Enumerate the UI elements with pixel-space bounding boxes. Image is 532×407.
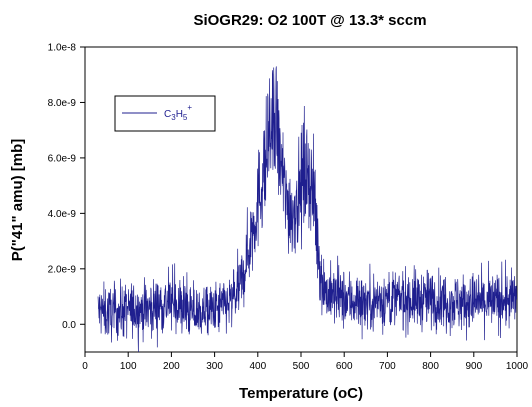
- chart-title: SiOGR29: O2 100T @ 13.3* sccm: [193, 12, 426, 29]
- legend: C3H5+: [114, 95, 216, 132]
- y-tick-label: 8.0e-9: [48, 98, 77, 109]
- plot-area: [97, 66, 517, 352]
- series-line-c3h5: [97, 66, 517, 352]
- x-tick-label: 200: [163, 361, 180, 372]
- x-tick-label: 0: [82, 361, 88, 372]
- x-tick-label: 400: [249, 361, 266, 372]
- x-tick-label: 700: [379, 361, 396, 372]
- y-tick-label: 6.0e-9: [48, 153, 77, 164]
- x-tick-label: 800: [422, 361, 439, 372]
- y-tick-label: 1.0e-8: [48, 43, 77, 54]
- x-axis-title: Temperature (oC): [239, 385, 363, 402]
- x-tick-label: 100: [120, 361, 137, 372]
- x-tick-label: 900: [465, 361, 482, 372]
- x-tick-label: 500: [293, 361, 310, 372]
- x-axis-ticks: 0 100 200 300 400 500 600 700 800 900 1000: [82, 352, 529, 372]
- y-tick-label: 4.0e-9: [48, 209, 77, 220]
- y-axis-title: P("41" amu) [mb]: [9, 139, 26, 262]
- y-tick-label: 2.0e-9: [48, 264, 77, 275]
- x-tick-label: 1000: [506, 361, 529, 372]
- x-tick-label: 300: [206, 361, 223, 372]
- legend-label: C3H5+: [164, 103, 192, 122]
- y-tick-label: 0.0: [62, 320, 76, 331]
- x-tick-label: 600: [336, 361, 353, 372]
- y-axis-ticks: 0.0 2.0e-9 4.0e-9 6.0e-9 8.0e-9 1.0e-8: [48, 43, 85, 331]
